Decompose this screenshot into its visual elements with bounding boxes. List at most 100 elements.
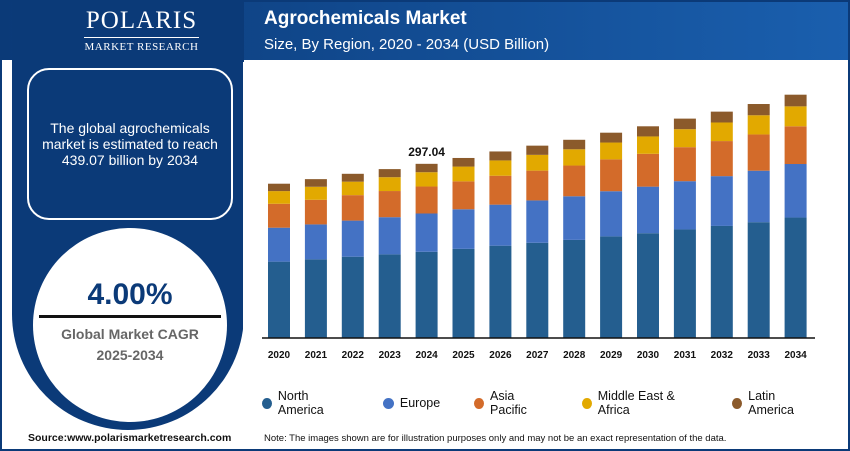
bar-europe-2021 (304, 224, 327, 260)
legend-label: Latin America (748, 389, 794, 417)
bar-middle-east-africa-2025 (452, 166, 475, 182)
bar-asia-pacific-2020 (268, 203, 290, 228)
bar-europe-2031 (673, 181, 696, 230)
cagr-value: 4.00% (87, 278, 173, 311)
x-tick-label: 2032 (711, 350, 734, 361)
bar-asia-pacific-2033 (747, 134, 770, 171)
bar-europe-2030 (637, 186, 659, 234)
bar-europe-2028 (563, 196, 586, 240)
bar-europe-2033 (747, 170, 770, 223)
legend-swatch (732, 397, 743, 409)
legend-item: Europe (382, 389, 440, 417)
legend: North America Europe Asia Pacific Middle Ea… (262, 389, 850, 417)
bar-latin-america-2028 (563, 139, 586, 150)
bar-latin-america-2024 (415, 163, 438, 173)
bar-latin-america-2020 (268, 183, 290, 192)
legend-label: North America (277, 389, 324, 417)
bar-middle-east-africa-2030 (637, 136, 659, 154)
legend-swatch (382, 397, 394, 409)
bar-latin-america-2027 (526, 145, 549, 155)
bar-north-america-2023 (378, 254, 401, 338)
bar-north-america-2020 (268, 261, 290, 338)
x-tick-label: 2024 (415, 350, 438, 361)
bar-middle-east-africa-2021 (304, 186, 327, 200)
bar-asia-pacific-2034 (784, 126, 807, 165)
x-tick-label: 2021 (305, 350, 328, 361)
cagr-circle: 4.00% Global Market CAGR 2025-2034 (33, 228, 227, 422)
bar-north-america-2034 (784, 217, 807, 338)
bar-europe-2029 (600, 191, 623, 237)
bar-north-america-2027 (526, 242, 549, 338)
bar-north-america-2028 (563, 239, 586, 338)
disclaimer-note: Note: The images shown are for illustrat… (264, 433, 727, 444)
bar-asia-pacific-2030 (637, 153, 659, 187)
bar-north-america-2022 (341, 256, 364, 338)
x-tick-label: 2026 (489, 350, 512, 361)
bar-latin-america-2021 (304, 179, 327, 187)
cagr-divider (39, 315, 221, 318)
legend-label: Middle East & Africa (597, 389, 675, 417)
x-tick-label: 2027 (526, 350, 549, 361)
polaris-logo: POLARIS MARKET RESEARCH (84, 8, 199, 53)
x-tick-label: 2028 (563, 350, 586, 361)
bar-north-america-2021 (304, 259, 327, 338)
bar-asia-pacific-2026 (489, 175, 512, 205)
bar-middle-east-africa-2026 (489, 160, 512, 176)
bar-north-america-2025 (452, 248, 475, 338)
bar-north-america-2030 (637, 233, 659, 338)
bar-middle-east-africa-2020 (268, 191, 290, 204)
bar-latin-america-2029 (600, 132, 623, 143)
bar-middle-east-africa-2028 (563, 149, 586, 166)
data-label-2024: 297.04 (408, 145, 445, 159)
bar-latin-america-2032 (710, 111, 733, 123)
bar-middle-east-africa-2031 (673, 129, 696, 148)
bar-asia-pacific-2024 (415, 186, 438, 214)
bar-europe-2022 (341, 220, 364, 257)
logo-name: POLARIS (85, 7, 198, 34)
bar-middle-east-africa-2027 (526, 154, 549, 171)
bar-europe-2024 (415, 213, 438, 252)
legend-item: North America (262, 389, 349, 417)
x-tick-label: 2020 (268, 350, 291, 361)
legend-item: Middle East & Africa (581, 389, 698, 417)
x-tick-label: 2025 (452, 350, 475, 361)
x-tick-label: 2031 (674, 350, 697, 361)
bar-europe-2025 (452, 209, 475, 249)
bar-europe-2020 (268, 227, 290, 262)
bar-europe-2023 (378, 217, 401, 255)
bar-north-america-2024 (415, 251, 438, 338)
bar-asia-pacific-2021 (304, 199, 327, 225)
legend-swatch (262, 397, 272, 409)
stacked-bar-chart: 2020 2021 2022 2023 2024 297.04 2025 2026 2027 20… (262, 94, 815, 361)
bar-asia-pacific-2029 (600, 159, 623, 192)
bar-asia-pacific-2023 (378, 191, 401, 218)
x-tick-label: 2033 (748, 350, 771, 361)
bar-latin-america-2025 (452, 157, 475, 167)
bar-latin-america-2033 (747, 104, 770, 116)
x-tick-label: 2030 (637, 350, 660, 361)
market-estimate-box: The global agrochemicals market is estim… (27, 68, 233, 220)
bar-asia-pacific-2028 (563, 165, 586, 197)
bar-asia-pacific-2022 (341, 195, 364, 221)
cagr-label: Global Market CAGR (61, 326, 199, 342)
bar-europe-2027 (526, 200, 549, 243)
bar-north-america-2026 (489, 245, 512, 338)
bar-europe-2034 (784, 164, 807, 218)
bar-europe-2032 (710, 176, 733, 226)
bar-asia-pacific-2027 (526, 170, 549, 201)
x-tick-label: 2022 (342, 350, 365, 361)
bar-latin-america-2034 (784, 94, 807, 107)
bar-middle-east-africa-2032 (710, 122, 733, 142)
logo-tagline: MARKET RESEARCH (84, 41, 199, 53)
bar-latin-america-2026 (489, 151, 512, 161)
bar-middle-east-africa-2034 (784, 106, 807, 127)
chart-area: 2020 2021 2022 2023 2024 297.04 2025 2026 2027 20… (243, 62, 840, 422)
logo-divider (84, 37, 199, 38)
bar-latin-america-2030 (637, 126, 659, 137)
legend-swatch (581, 397, 592, 409)
bar-latin-america-2022 (341, 173, 364, 182)
chart-title: Agrochemicals Market (264, 8, 467, 29)
bar-north-america-2031 (673, 229, 696, 338)
bar-latin-america-2031 (673, 118, 696, 130)
